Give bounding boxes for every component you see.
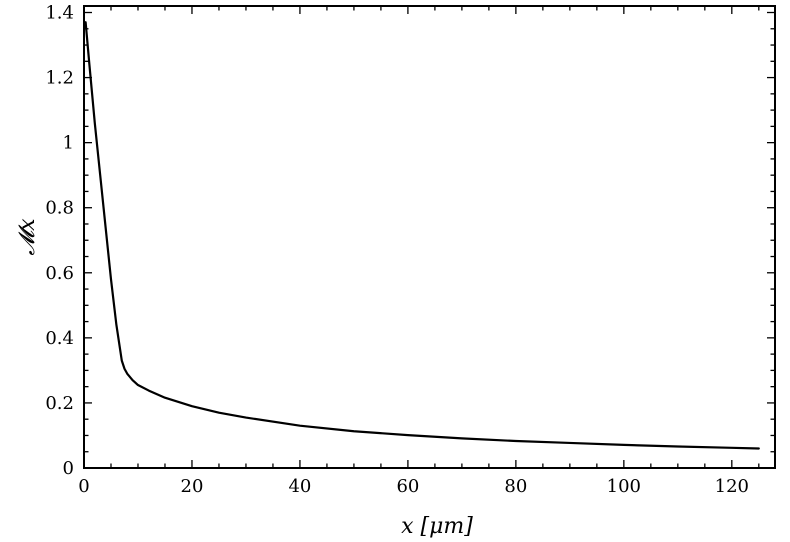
y-tick-label: 0.6: [45, 263, 74, 284]
x-tick-label: 0: [78, 476, 89, 497]
tick-labels-layer: 0 20 40 60 80 100 120 0 0.2 0.4 0.6 0.8 1 1.2 1.4: [45, 3, 749, 497]
x-axis-label: x [μm]: [401, 514, 473, 539]
x-tick-label: 20: [181, 476, 204, 497]
ticks-layer: [83, 6, 775, 469]
x-tick-label: 80: [504, 476, 527, 497]
plot-frame: [83, 5, 776, 469]
y-tick-label: 0.8: [45, 198, 74, 219]
y-axis-label: 𝓜x: [15, 218, 40, 256]
x-tick-label: 120: [715, 476, 749, 497]
x-tick-label: 40: [288, 476, 311, 497]
series-layer: [84, 21, 760, 450]
y-tick-label: 0.4: [45, 328, 74, 349]
y-tick-label: 0.2: [45, 393, 74, 414]
y-tick-label: 0: [63, 458, 74, 479]
y-tick-label: 1.4: [45, 3, 74, 24]
y-tick-label: 1.2: [45, 68, 74, 89]
x-tick-label: 100: [607, 476, 641, 497]
x-tick-label: 60: [396, 476, 419, 497]
y-tick-label: 1: [63, 133, 74, 154]
series-line: [84, 21, 760, 450]
